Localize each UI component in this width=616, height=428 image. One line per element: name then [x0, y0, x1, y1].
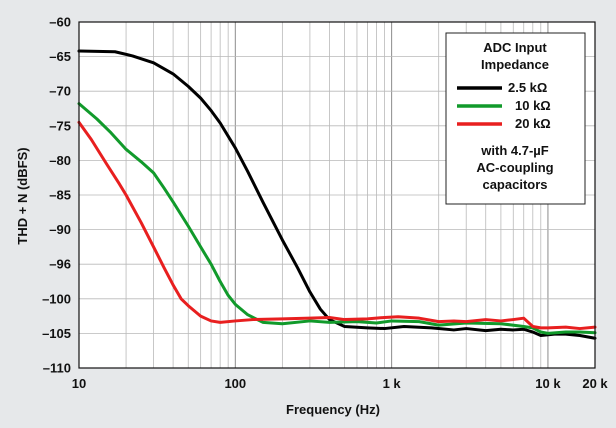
y-tick-label: –70: [49, 84, 71, 99]
y-tick-label: –96: [49, 257, 71, 272]
x-tick-label: 100: [224, 376, 246, 391]
legend-label-20k: 20 kΩ: [515, 116, 551, 131]
x-tick-label: 10: [72, 376, 86, 391]
legend-title-line-2: Impedance: [481, 57, 549, 72]
y-tick-label: –85: [49, 188, 71, 203]
y-axis-label: THD + N (dBFS): [15, 147, 30, 244]
y-tick-label: –90: [49, 222, 71, 237]
legend-note-line-2: AC-coupling: [476, 160, 553, 175]
x-tick-label: 1 k: [383, 376, 402, 391]
legend-label-10k: 10 kΩ: [515, 98, 551, 113]
y-tick-label: –100: [42, 291, 71, 306]
series-lines: [77, 49, 597, 340]
y-tick-label: –65: [49, 49, 71, 64]
legend-box: [445, 32, 586, 205]
legend-note-line-1: with 4.7-µF: [480, 143, 548, 158]
y-tick-label: –80: [49, 153, 71, 168]
plot-frame: [78, 21, 596, 369]
legend-label-2.5k: 2.5 kΩ: [508, 80, 547, 95]
y-tick-label: –60: [49, 15, 71, 30]
legend-note-line-3: capacitors: [482, 177, 547, 192]
series-line-1: [77, 102, 597, 335]
series-line-2: [77, 120, 597, 331]
x-tick-label: 20 k: [582, 376, 608, 391]
y-tick-label: –75: [49, 118, 71, 133]
x-axis-label: Frequency (Hz): [286, 402, 380, 417]
x-axis-ticks: 10 100 1 k 10 k 20 k: [72, 376, 609, 391]
x-tick-label: 10 k: [535, 376, 561, 391]
y-tick-label: –110: [43, 361, 71, 376]
legend-title-line-1: ADC Input: [483, 40, 547, 55]
y-tick-label: –105: [42, 326, 71, 341]
y-axis-ticks: –60 –65 –70 –75 –80 –85 –90 –96 –100 –105 –110: [42, 15, 71, 376]
legend: ADC Input Impedance 2.5 kΩ 10 kΩ 20 kΩ w…: [445, 32, 586, 205]
